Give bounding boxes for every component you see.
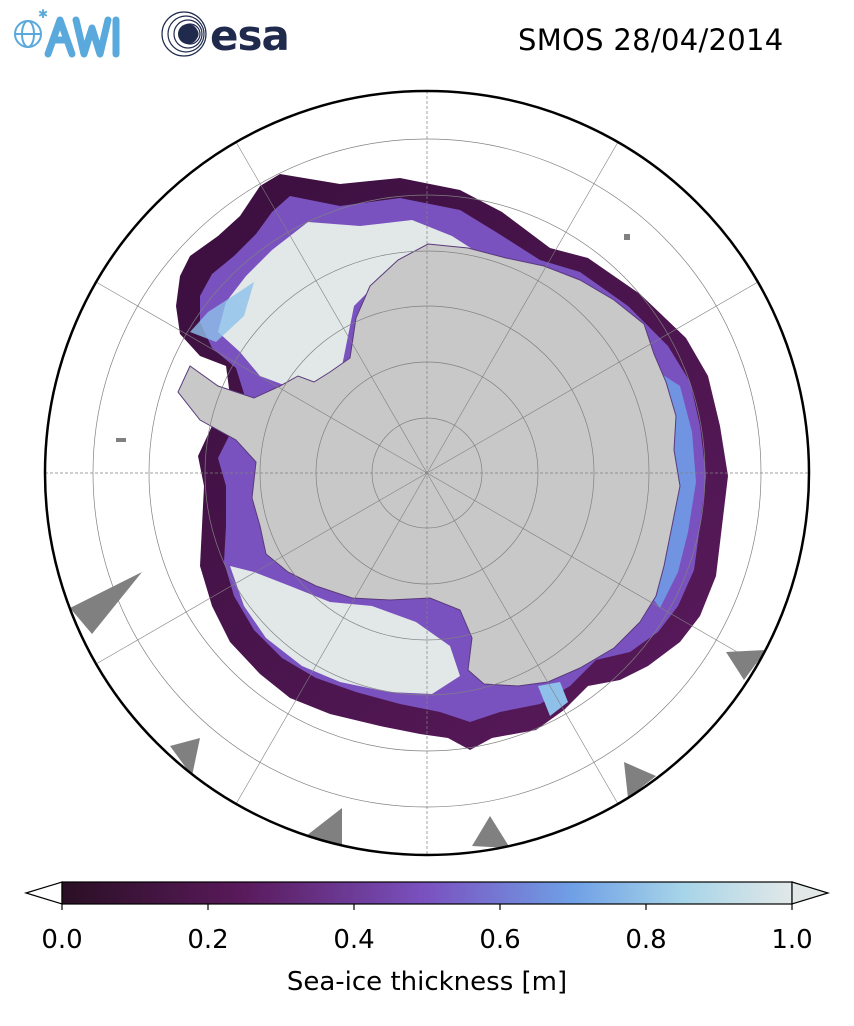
- colorbar-extend-max: [791, 881, 831, 905]
- colorbar: [23, 881, 831, 910]
- colorbar-tick-label: 1.0: [771, 925, 813, 955]
- missing-data-areas: [70, 234, 766, 848]
- polar-map: [43, 89, 811, 857]
- sea-ice-gradient: [190, 282, 254, 342]
- colorbar-extend-min: [23, 881, 63, 905]
- map-title: SMOS 28/04/2014: [518, 23, 784, 57]
- sea-ice-gradient-2: [538, 682, 568, 716]
- colorbar-tick-label: 0.4: [333, 925, 375, 955]
- awi-logo: ✱: [14, 8, 120, 58]
- meridians-oblique: [95, 141, 759, 805]
- colorbar-tick-label: 0.6: [479, 925, 521, 955]
- map-boundary: [43, 89, 811, 857]
- esa-logo: [161, 11, 207, 57]
- colorbar-tick-label: 0.2: [187, 925, 229, 955]
- colorbar-ticks: [61, 904, 793, 910]
- esa-logo-text: esa: [210, 11, 290, 60]
- sea-ice-thick-ross: [230, 566, 460, 694]
- svg-text:✱: ✱: [38, 8, 48, 21]
- colorbar-tick-label: 0.0: [41, 925, 83, 955]
- antarctica-land: [177, 243, 681, 687]
- colorbar-gradient: [61, 881, 793, 905]
- colorbar-label: Sea-ice thickness [m]: [286, 967, 568, 997]
- colorbar-tick-label: 0.8: [625, 925, 667, 955]
